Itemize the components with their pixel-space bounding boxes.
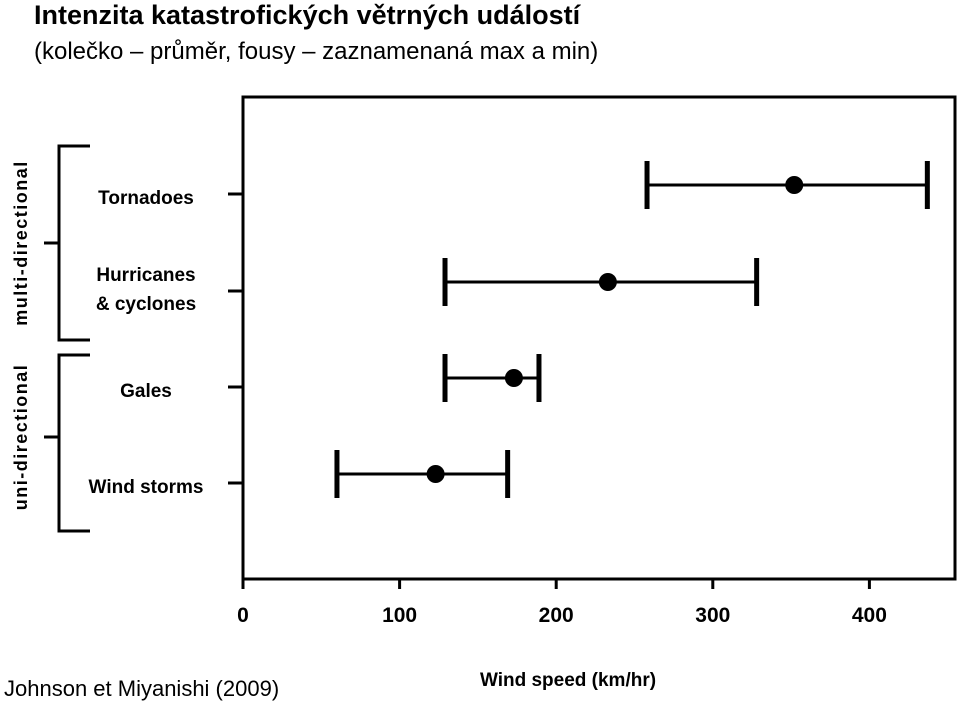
x-axis-ticks: 0 100 200 300 400 (237, 579, 887, 627)
x-tick-label: 100 (382, 604, 417, 627)
category-label: Hurricanes (96, 265, 195, 286)
mean-marker (785, 176, 804, 194)
plot-frame (241, 95, 957, 581)
x-axis-label: Wind speed (km/hr) (480, 670, 656, 691)
mean-marker (598, 273, 617, 291)
group-bracket (57, 353, 90, 533)
x-tick-label: 300 (695, 604, 730, 627)
group-bracket (57, 144, 90, 342)
x-tick-label: 0 (237, 604, 249, 627)
x-tick-label: 400 (852, 604, 887, 627)
slide-subtitle: (kolečko – průměr, fousy – zaznamenaná m… (34, 38, 599, 65)
group-label: multi-directional (11, 160, 31, 326)
category-label: Tornadoes (98, 188, 194, 209)
category-labels: Tornadoes Hurricanes & cyclones Gales Wind s… (89, 188, 243, 498)
mean-marker (504, 369, 523, 387)
group-label: uni-directional (11, 364, 31, 511)
error-bar-series (334, 161, 930, 498)
slide-title: Intenzita katastrofických větrných událo… (34, 0, 581, 30)
source-citation: Johnson et Miyanishi (2009) (4, 676, 280, 701)
mean-marker (426, 465, 445, 483)
x-tick-label: 200 (539, 604, 574, 627)
category-label: Gales (120, 381, 172, 402)
category-label: & cyclones (96, 294, 196, 315)
category-label: Wind storms (89, 477, 204, 498)
group-brackets: multi-directional uni-directional (11, 144, 90, 533)
